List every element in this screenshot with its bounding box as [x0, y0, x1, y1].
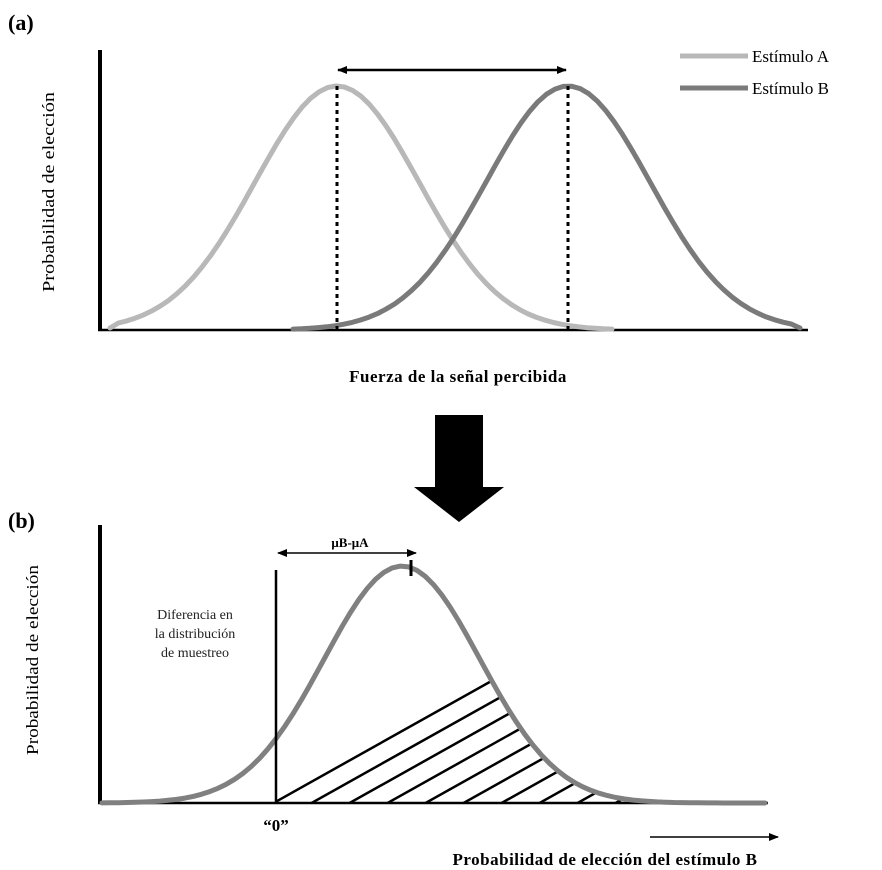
note-line-1: Diferencia en: [157, 608, 233, 623]
mu-difference-label: μB-μA: [331, 535, 369, 550]
hatch-line: [419, 635, 761, 803]
hatch-line: [305, 635, 647, 803]
hatch-line: [647, 635, 765, 803]
legend-label-a: Estímulo A: [752, 47, 830, 66]
panel-b-x-axis-label: Probabilidad de elección del estímulo B: [453, 850, 758, 869]
down-arrow-icon: [414, 415, 504, 522]
hatch-line: [495, 635, 765, 803]
hatch-line: [381, 635, 723, 803]
stimulus-a-curve: [107, 83, 615, 332]
panel-a: (a) Probabilidad de elección Estímulo A …: [8, 10, 830, 386]
legend: Estímulo A Estímulo B: [680, 47, 830, 98]
difference-distribution-curve: [99, 563, 768, 806]
distribution-note: Diferencia en la distribución de muestre…: [155, 608, 236, 661]
legend-label-b: Estímulo B: [752, 79, 829, 98]
panel-a-x-axis-label: Fuerza de la señal percibida: [349, 367, 567, 386]
hatch-line: [609, 635, 765, 803]
zero-label: “0”: [263, 816, 289, 835]
panel-b-label: (b): [8, 508, 35, 533]
note-line-3: de muestreo: [161, 646, 229, 661]
stimulus-b-curve: [290, 83, 803, 332]
hatch-line: [685, 635, 765, 803]
hatch-line: [533, 635, 765, 803]
panel-a-y-axis-label: Probabilidad de elección: [39, 91, 58, 292]
panel-b: (b) Probabilidad de elección μB-μA Difer…: [8, 508, 779, 869]
hatched-area: [276, 635, 765, 803]
note-line-2: la distribución: [155, 627, 236, 642]
panel-b-y-axis-label: Probabilidad de elección: [23, 564, 42, 755]
panel-a-label: (a): [8, 10, 34, 35]
